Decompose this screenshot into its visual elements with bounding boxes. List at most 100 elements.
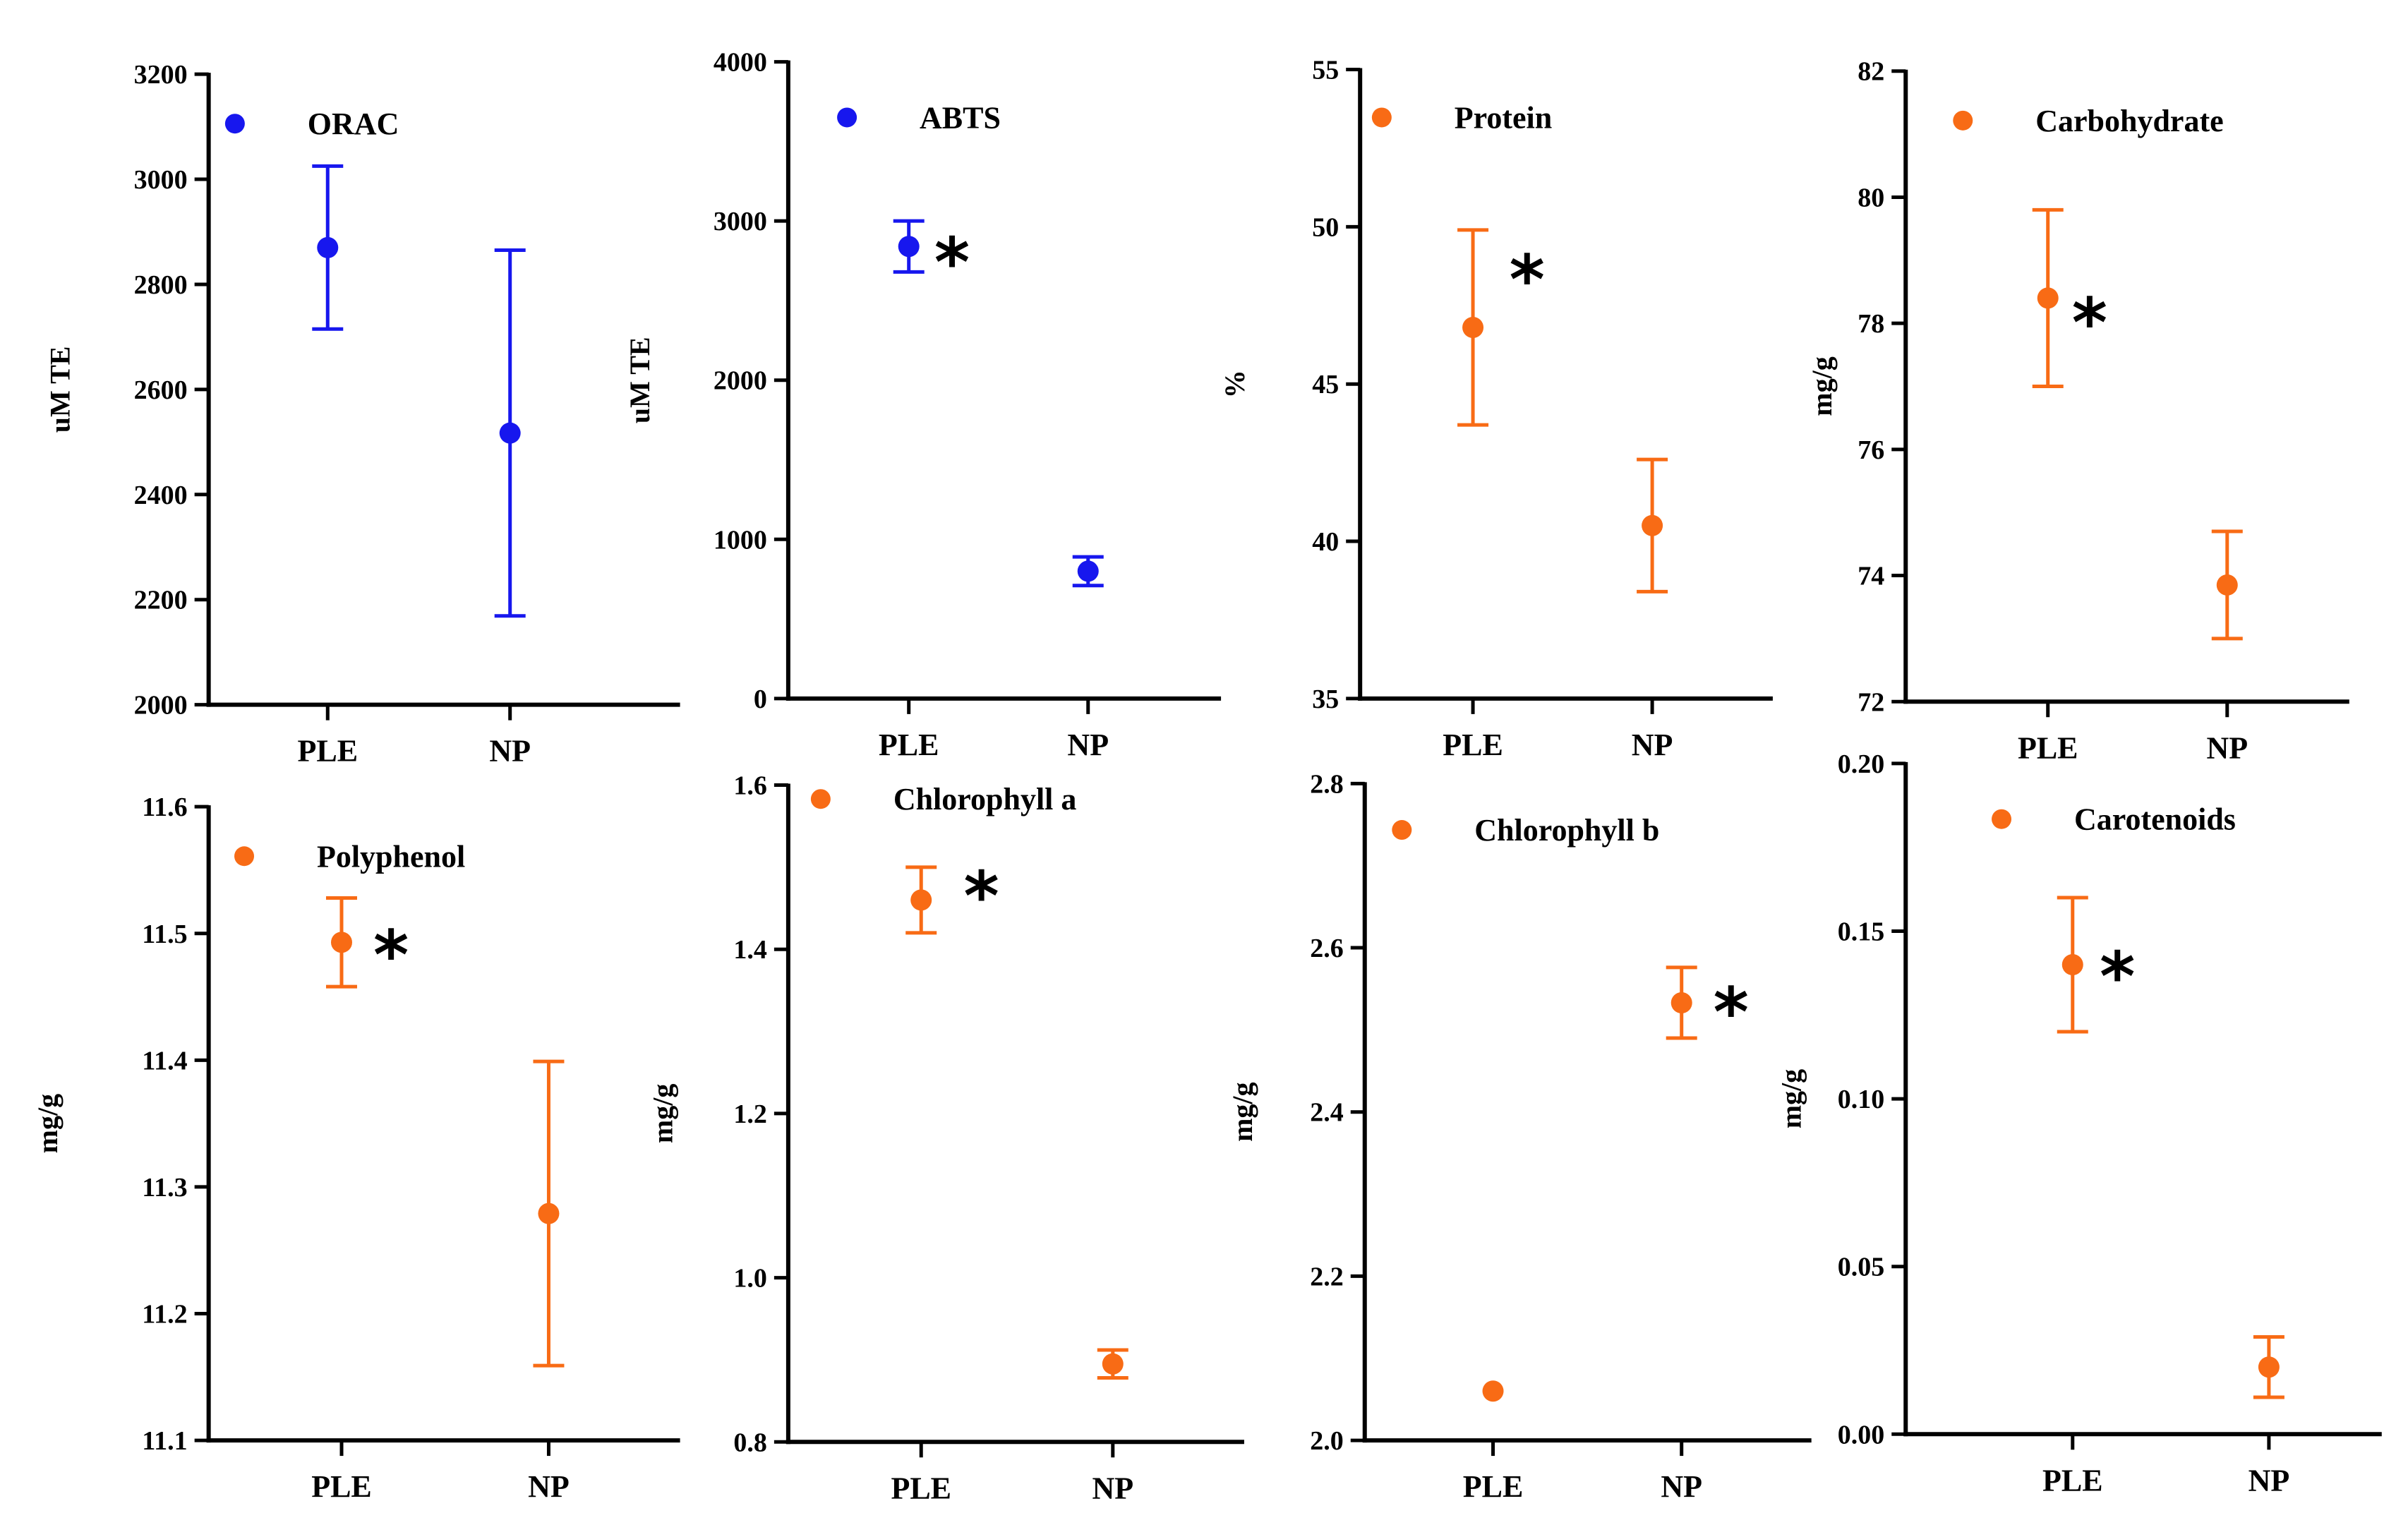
y-tick-label: 76 bbox=[1858, 435, 1884, 465]
x-tick-label: NP bbox=[2249, 1463, 2290, 1497]
significance-star: * bbox=[2072, 284, 2107, 363]
y-tick-label: 4000 bbox=[714, 48, 767, 78]
legend-label: Chlorophyll a bbox=[893, 782, 1077, 816]
data-point-np bbox=[499, 422, 521, 444]
legend-marker bbox=[1392, 820, 1412, 840]
y-tick-label: 11.2 bbox=[142, 1299, 187, 1329]
y-tick-label: 2200 bbox=[134, 586, 188, 615]
y-tick-label: 40 bbox=[1312, 527, 1339, 557]
x-tick-label: NP bbox=[1067, 728, 1109, 762]
y-tick-label: 55 bbox=[1312, 56, 1339, 85]
y-tick-label: 2.2 bbox=[1310, 1262, 1344, 1291]
data-point-np bbox=[1642, 514, 1663, 536]
significance-star: * bbox=[1714, 973, 1749, 1052]
legend-marker bbox=[1371, 107, 1392, 128]
y-tick-label: 50 bbox=[1312, 212, 1339, 242]
chart-panel-chlorophyll-b: 2.0 2.2 2.4 2.6 2.8 PLE NP mg/g Chlorophyll b * bbox=[1227, 769, 1812, 1504]
significance-star: * bbox=[373, 916, 409, 995]
x-tick-label: NP bbox=[1092, 1471, 1133, 1505]
chart-panel-carotenoids: 0.00 0.05 0.10 0.15 0.20 PLE NP mg/g Carotenoids… bbox=[1775, 749, 2382, 1497]
y-tick-label: 80 bbox=[1858, 183, 1884, 212]
legend-label: Polyphenol bbox=[317, 839, 465, 874]
chart-panel-orac: 2000 2200 2400 2600 2800 3000 3200 PLE NP uM TE OR… bbox=[44, 60, 680, 768]
y-tick-label: 2800 bbox=[134, 270, 188, 300]
y-axis-label: mg/g bbox=[647, 1084, 679, 1143]
legend-marker bbox=[1992, 809, 2012, 829]
data-point-ple bbox=[1482, 1380, 1504, 1402]
data-point-ple bbox=[910, 889, 932, 911]
x-tick-label: NP bbox=[528, 1469, 570, 1504]
y-axis-label: uM TE bbox=[44, 346, 76, 433]
x-tick-label: PLE bbox=[311, 1469, 372, 1504]
x-tick-label: NP bbox=[2206, 730, 2248, 765]
data-point-np bbox=[2258, 1356, 2280, 1378]
y-tick-label: 1.4 bbox=[733, 935, 767, 965]
legend-label: ABTS bbox=[920, 100, 1001, 135]
x-tick-label: PLE bbox=[2042, 1463, 2103, 1497]
legend-marker bbox=[1953, 110, 1973, 131]
y-tick-label: 2000 bbox=[714, 366, 767, 396]
data-point-ple bbox=[898, 236, 920, 258]
y-tick-label: 2400 bbox=[134, 481, 188, 510]
y-tick-label: 0.15 bbox=[1838, 917, 1885, 946]
legend-label: Carbohydrate bbox=[2035, 104, 2223, 138]
data-point-ple bbox=[317, 236, 339, 258]
y-tick-label: 0.10 bbox=[1838, 1085, 1885, 1114]
y-tick-label: 74 bbox=[1858, 562, 1884, 591]
y-tick-label: 2600 bbox=[134, 375, 188, 405]
y-tick-label: 78 bbox=[1858, 309, 1884, 339]
x-tick-label: PLE bbox=[879, 728, 939, 762]
data-point-np bbox=[1077, 560, 1099, 582]
data-point-np bbox=[1670, 991, 1692, 1013]
x-tick-label: NP bbox=[1632, 728, 1673, 762]
y-tick-label: 0.05 bbox=[1838, 1253, 1885, 1282]
y-tick-label: 3000 bbox=[714, 207, 767, 236]
y-axis-label: uM TE bbox=[624, 337, 656, 423]
y-tick-label: 1.2 bbox=[733, 1099, 767, 1129]
y-tick-label: 2.4 bbox=[1310, 1098, 1344, 1128]
data-point-np bbox=[538, 1202, 560, 1224]
legend-label: Protein bbox=[1455, 100, 1553, 135]
y-tick-label: 11.6 bbox=[142, 792, 187, 822]
y-tick-label: 11.1 bbox=[142, 1426, 187, 1456]
legend-label: Chlorophyll b bbox=[1474, 813, 1659, 848]
chart-panel-carbohydrate: 72 74 76 78 80 82 PLE NP mg/g Carbohydrate * bbox=[1806, 57, 2349, 765]
significance-star: * bbox=[964, 857, 999, 936]
x-tick-label: NP bbox=[1661, 1469, 1702, 1504]
legend-label: Carotenoids bbox=[2074, 802, 2236, 837]
x-tick-label: PLE bbox=[297, 734, 358, 768]
significance-star: * bbox=[1510, 241, 1545, 320]
y-tick-label: 1.6 bbox=[733, 771, 767, 801]
significance-star: * bbox=[2100, 938, 2135, 1017]
y-tick-label: 2.6 bbox=[1310, 934, 1344, 963]
chart-panel-polyphenol: 11.1 11.2 11.3 11.4 11.5 11.6 PLE NP mg/g Polyphe… bbox=[32, 792, 680, 1504]
y-tick-label: 11.5 bbox=[142, 920, 187, 949]
y-axis-label: mg/g bbox=[1775, 1069, 1807, 1128]
y-axis-label: mg/g bbox=[1227, 1082, 1258, 1141]
significance-star: * bbox=[934, 224, 970, 303]
chart-panel-chlorophyll-a: 0.8 1.0 1.2 1.4 1.6 PLE NP mg/g Chlorophyll a * bbox=[647, 771, 1244, 1505]
y-tick-label: 11.4 bbox=[142, 1046, 187, 1075]
y-tick-label: 2.0 bbox=[1310, 1426, 1344, 1456]
data-point-np bbox=[2216, 574, 2238, 596]
data-point-ple bbox=[1462, 316, 1484, 338]
legend-label: ORAC bbox=[308, 107, 399, 141]
x-tick-label: NP bbox=[489, 734, 531, 768]
y-tick-label: 82 bbox=[1858, 57, 1884, 87]
y-tick-label: 72 bbox=[1858, 687, 1884, 717]
legend-marker bbox=[224, 114, 245, 134]
y-tick-label: 1.0 bbox=[733, 1264, 767, 1294]
y-axis-label: % bbox=[1219, 370, 1251, 398]
y-axis-label: mg/g bbox=[1806, 356, 1838, 416]
x-tick-label: PLE bbox=[891, 1471, 951, 1505]
legend-marker bbox=[837, 107, 857, 128]
x-tick-label: PLE bbox=[1443, 728, 1503, 762]
y-tick-label: 0.20 bbox=[1838, 749, 1885, 779]
y-tick-label: 1000 bbox=[714, 525, 767, 555]
chart-panel-abts: 0 1000 2000 3000 4000 PLE NP uM TE ABTS * bbox=[624, 48, 1222, 762]
y-tick-label: 0 bbox=[754, 685, 767, 714]
y-tick-label: 0.8 bbox=[733, 1428, 767, 1457]
y-tick-label: 3200 bbox=[134, 60, 188, 90]
data-point-ple bbox=[2061, 953, 2083, 975]
